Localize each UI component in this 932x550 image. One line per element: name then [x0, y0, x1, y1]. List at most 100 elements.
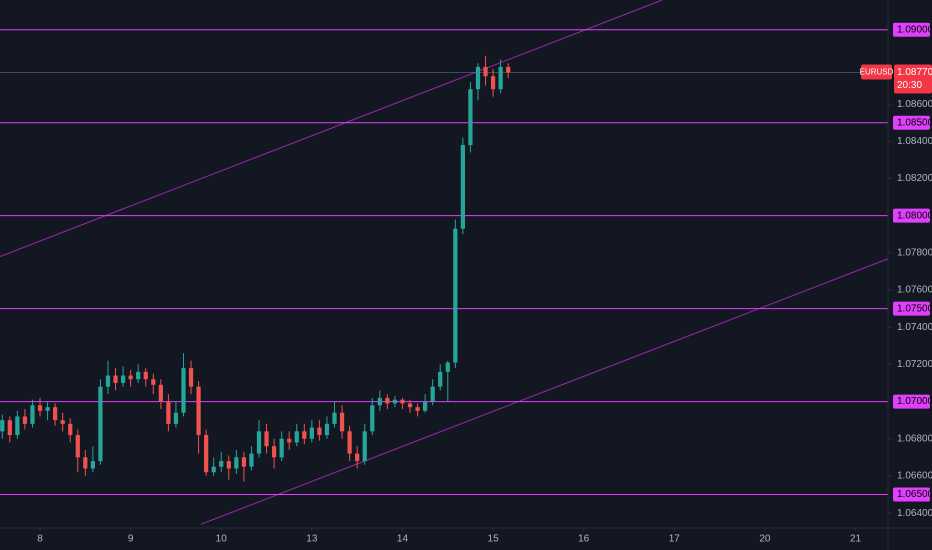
level-label: 1.08000: [897, 210, 932, 221]
candle-body: [423, 401, 428, 411]
candle-body: [347, 431, 352, 454]
candle-body: [460, 145, 465, 229]
candle-body: [234, 457, 239, 469]
candle-body: [309, 427, 314, 439]
level-label: 1.07500: [897, 303, 932, 314]
last-price-label: 1.08770: [897, 67, 932, 78]
candle-body: [498, 66, 503, 90]
countdown-label: 20:30: [897, 80, 922, 91]
candle-body: [430, 386, 435, 402]
candle-body: [166, 401, 171, 424]
candle-body: [287, 438, 292, 443]
y-tick-label: 1.07200: [897, 359, 932, 370]
candle-body: [53, 407, 58, 421]
candle-body: [22, 416, 28, 424]
candle-body: [45, 407, 50, 411]
candle-body: [506, 66, 511, 73]
x-tick-label: 20: [759, 534, 771, 545]
candle-body: [60, 420, 65, 424]
candle-body: [75, 435, 80, 458]
candle-body: [68, 423, 73, 436]
candle-body: [7, 420, 12, 436]
y-tick-label: 1.07400: [897, 322, 932, 333]
candle-body: [181, 368, 186, 413]
candle-body: [30, 405, 35, 424]
x-tick-label: 8: [37, 534, 43, 545]
candle-body: [120, 375, 126, 383]
trend-line: [0, 0, 663, 258]
candle-body: [151, 379, 156, 385]
candle-body: [377, 397, 382, 406]
level-label-box: [893, 115, 930, 130]
candle-body: [158, 384, 163, 402]
x-tick-label: 9: [128, 534, 134, 545]
candle-body: [136, 371, 141, 380]
x-tick-label: 21: [850, 534, 862, 545]
candle-body: [339, 412, 345, 432]
candle-body: [392, 399, 398, 404]
candle-body: [294, 431, 299, 443]
candle-body: [188, 368, 194, 387]
level-label-box: [893, 301, 930, 316]
candle-body: [264, 431, 269, 447]
candle-body: [256, 431, 262, 454]
candle-body: [271, 446, 277, 458]
level-label: 1.08500: [897, 117, 932, 128]
level-label: 1.09000: [897, 24, 932, 35]
candle-body: [0, 420, 5, 432]
level-label: 1.06500: [897, 489, 932, 500]
candle-body: [37, 405, 43, 411]
symbol-label-box: [861, 64, 892, 80]
candle-body: [370, 405, 375, 432]
x-tick-label: 10: [216, 534, 228, 545]
candle-body: [241, 457, 247, 467]
last-price-box: [894, 64, 932, 94]
y-tick-label: 1.08600: [897, 99, 932, 110]
candle-body: [83, 457, 88, 469]
candle-body: [302, 431, 307, 439]
candle-body: [105, 375, 111, 387]
level-label-box: [893, 394, 930, 409]
candle-body: [113, 375, 118, 383]
candle-body: [445, 362, 450, 372]
x-tick-label: 17: [669, 534, 681, 545]
candle-body: [415, 407, 420, 411]
candle-body: [226, 461, 231, 469]
y-tick-label: 1.08400: [897, 136, 932, 147]
candle-body: [475, 66, 481, 90]
y-tick-label: 1.07800: [897, 247, 932, 258]
candle-body: [279, 438, 284, 458]
candle-body: [438, 371, 443, 387]
trend-line: [200, 258, 888, 525]
candle-body: [355, 453, 360, 462]
symbol-label: EURUSD: [860, 68, 894, 77]
candle-body: [173, 412, 179, 424]
y-tick-label: 1.06600: [897, 471, 932, 482]
candle-body: [211, 466, 216, 473]
candle-body: [98, 386, 103, 462]
candle-body: [15, 416, 20, 436]
y-tick-label: 1.06400: [897, 508, 932, 519]
candle-body: [249, 453, 254, 467]
candle-body: [196, 386, 201, 436]
candle-body: [332, 412, 337, 424]
candle-body: [385, 397, 390, 404]
x-tick-label: 13: [306, 534, 318, 545]
candle-body: [219, 461, 224, 467]
level-label-box: [893, 208, 930, 223]
candle-body: [453, 228, 458, 363]
x-tick-label: 15: [488, 534, 500, 545]
candle-body: [128, 375, 133, 380]
candle-body: [324, 423, 330, 436]
candle-body: [90, 461, 95, 469]
y-tick-label: 1.06800: [897, 433, 932, 444]
level-label-box: [893, 22, 930, 37]
candle-body: [204, 435, 209, 473]
x-tick-label: 14: [397, 534, 409, 545]
candle-body: [143, 371, 148, 380]
candle-body: [490, 76, 496, 90]
level-label: 1.07000: [897, 396, 932, 407]
